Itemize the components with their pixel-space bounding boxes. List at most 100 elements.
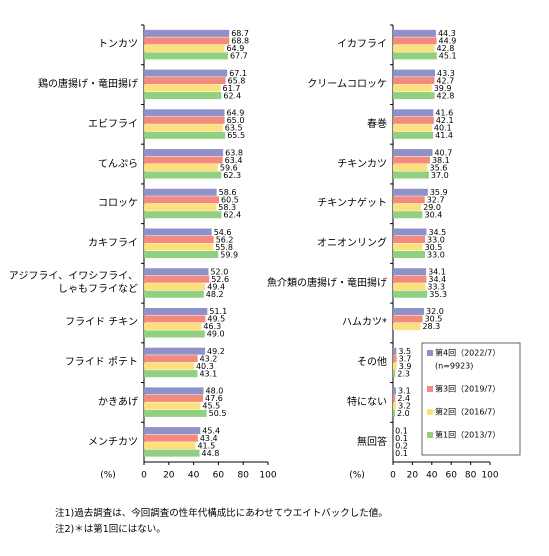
bar (144, 283, 206, 291)
category-label: クリームコロッケ (307, 79, 387, 91)
value-label: 0.1 (395, 434, 408, 443)
bar (144, 307, 208, 315)
bar (144, 236, 214, 243)
value-label: 3.7 (399, 354, 412, 363)
value-label: 34.1 (428, 267, 446, 276)
x-tick-label: 100 (259, 471, 276, 481)
category-label: チキンナゲット (317, 198, 387, 210)
legend-box (421, 342, 521, 456)
bar (393, 236, 426, 243)
value-label: 42.7 (436, 76, 454, 85)
value-label: 52.6 (211, 275, 229, 284)
bar (144, 290, 204, 298)
bar (144, 149, 224, 157)
category-label: 春巻 (367, 118, 387, 130)
category-label: カキフライ (88, 237, 138, 249)
bar (393, 149, 433, 157)
bar (144, 156, 223, 164)
bar (393, 275, 427, 283)
x-tick-label: 0 (390, 471, 396, 481)
value-label: 30.4 (424, 211, 442, 220)
value-label: 51.1 (209, 307, 227, 316)
x-axis-label: (%) (100, 471, 116, 481)
bar (393, 156, 430, 164)
bar (393, 109, 434, 117)
category-label: トンカツ (98, 39, 138, 51)
bar (144, 370, 198, 378)
value-label: 43.4 (200, 434, 218, 443)
category-label: フライド チキン (65, 317, 138, 329)
value-label: 41.5 (197, 441, 215, 450)
value-label: 49.5 (207, 315, 225, 324)
bar (393, 196, 425, 204)
value-label: 3.1 (398, 387, 411, 396)
value-label: 65.5 (227, 131, 245, 140)
value-label: 28.3 (422, 322, 440, 331)
value-label: 55.8 (215, 243, 233, 252)
x-tick-label: 20 (163, 471, 175, 481)
value-label: 41.4 (435, 131, 453, 140)
bar (144, 275, 210, 283)
bar (144, 164, 218, 172)
bar (144, 315, 206, 323)
category-label: かきあげ (98, 396, 138, 408)
x-tick-label: 80 (237, 471, 249, 481)
x-tick-label: 0 (141, 471, 147, 481)
value-label: 58.6 (219, 188, 237, 197)
category-label: その他 (357, 357, 387, 369)
category-label: イカフライ (337, 39, 387, 51)
bar (144, 268, 209, 276)
x-axis-label: (%) (349, 471, 365, 481)
bar (144, 37, 230, 45)
value-label: 67.7 (230, 52, 248, 61)
legend-swatch (427, 432, 433, 438)
value-label: 33.0 (427, 235, 445, 244)
legend-label: 第3回（2019/7） (435, 384, 500, 394)
value-label: 65.0 (227, 116, 245, 125)
bar (144, 109, 225, 117)
bar (144, 387, 204, 395)
value-label: 29.0 (423, 203, 441, 212)
category-label: てんぷら (98, 158, 138, 170)
category-label: コロッケ (98, 198, 138, 210)
bar (393, 290, 428, 298)
x-tick-label: 20 (407, 471, 419, 481)
bar (393, 188, 428, 196)
bar (144, 228, 212, 236)
bar (393, 402, 397, 410)
x-tick-label: 40 (426, 471, 438, 481)
value-label: 44.9 (439, 37, 457, 46)
category-label: 特にない (347, 396, 387, 408)
value-label: 37.0 (431, 171, 449, 180)
bar (144, 203, 217, 211)
value-label: 44.8 (202, 449, 220, 458)
bar (393, 268, 427, 276)
value-label: 34.4 (428, 275, 446, 284)
bar (393, 243, 423, 251)
bar (393, 251, 426, 258)
value-label: 63.8 (225, 148, 243, 157)
value-label: 32.7 (427, 196, 445, 205)
bar (144, 402, 201, 410)
bar (393, 409, 395, 417)
value-label: 50.5 (209, 409, 227, 418)
value-label: 42.1 (436, 116, 454, 125)
value-label: 45.5 (202, 402, 220, 411)
legend-label: 第2回（2016/7） (435, 407, 500, 417)
value-label: 34.5 (428, 228, 446, 237)
bar (393, 347, 397, 355)
value-label: 58.3 (218, 203, 236, 212)
bar (144, 211, 222, 219)
note: 注2)＊は第1回にはない。 (55, 524, 166, 535)
value-label: 45.1 (439, 52, 457, 61)
bar (393, 171, 429, 179)
value-label: 2.4 (397, 394, 410, 403)
value-label: 0.1 (395, 426, 408, 435)
value-label: 43.2 (200, 354, 218, 363)
value-label: 39.9 (434, 84, 452, 93)
bar (393, 322, 421, 330)
value-label: 43.1 (199, 369, 217, 378)
bar (393, 387, 397, 395)
